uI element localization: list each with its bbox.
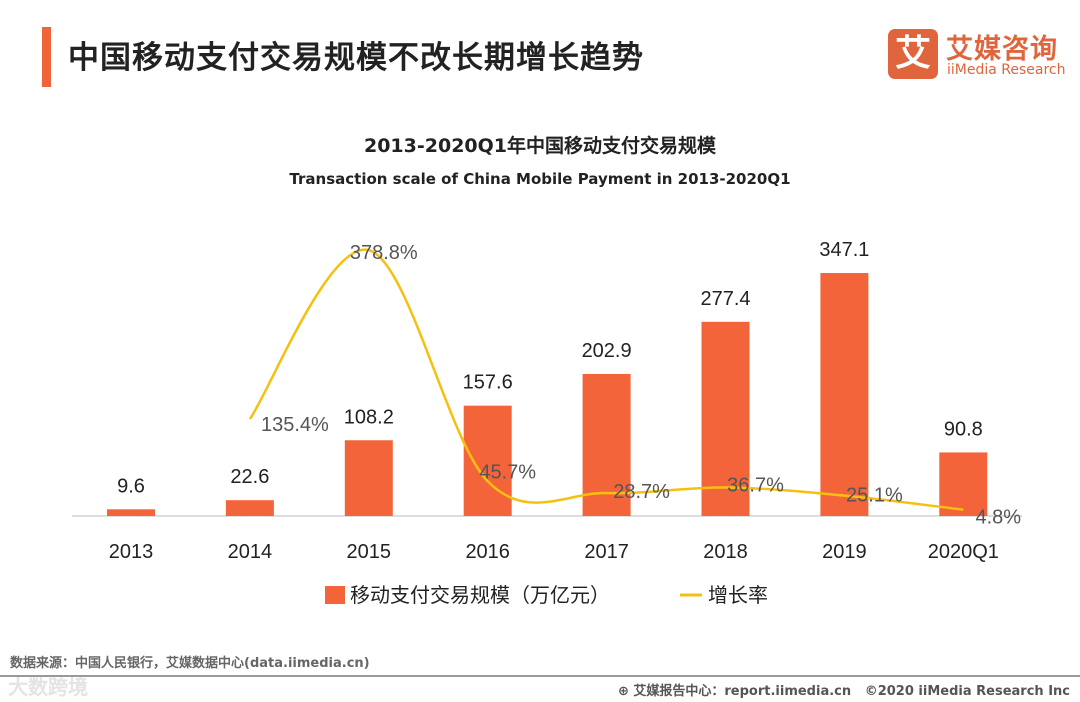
- bar-value-label: 277.4: [700, 288, 750, 310]
- bar-value-label: 22.6: [230, 466, 269, 488]
- data-source: 数据来源：中国人民银行，艾媒数据中心(data.iimedia.cn): [10, 656, 370, 671]
- bar: [344, 440, 393, 516]
- bar-value-label: 9.6: [117, 475, 145, 497]
- legend-bar-swatch: [325, 586, 345, 604]
- growth-rate-label: 36.7%: [727, 475, 784, 497]
- legend-bar-label: 移动支付交易规模（万亿元）: [350, 583, 610, 607]
- chart-subtitle: Transaction scale of China Mobile Paymen…: [289, 170, 791, 188]
- x-tick-label: 2020Q1: [928, 541, 999, 563]
- growth-rate-label: 28.7%: [613, 481, 670, 503]
- growth-rate-label: 25.1%: [846, 485, 903, 507]
- iimedia-logo: 艾 艾媒咨询 iiMedia Research: [888, 29, 1073, 81]
- bar: [463, 405, 512, 516]
- x-tick-label: 2014: [228, 541, 273, 563]
- x-tick-label: 2018: [703, 541, 748, 563]
- growth-rate-label: 45.7%: [479, 461, 536, 483]
- footer: ⊕ 艾媒报告中心：report.iimedia.cn ©2020 iiMedia…: [618, 680, 1070, 699]
- growth-rate-label: 378.8%: [350, 242, 418, 264]
- logo-mark: 艾: [888, 29, 938, 79]
- x-tick-label: 2016: [465, 541, 510, 563]
- bar: [939, 452, 988, 516]
- bar: [820, 273, 869, 516]
- watermark: 大数跨境: [8, 675, 88, 699]
- bar-value-label: 108.2: [344, 406, 394, 428]
- footer-divider: [0, 675, 1080, 677]
- growth-rate-label: 135.4%: [261, 414, 329, 436]
- chart-title: 2013-2020Q1年中国移动支付交易规模: [363, 135, 717, 157]
- x-tick-label: 2019: [822, 541, 867, 563]
- logo-name-cn: 艾媒咨询: [946, 34, 1058, 65]
- page-title: 中国移动支付交易规模不改长期增长趋势: [68, 40, 644, 76]
- chart: 9.6 2013 22.6 2014 108.2 2015 157.6 2016 202.9 20…: [72, 239, 1022, 607]
- growth-rate-label: 4.8%: [976, 507, 1022, 529]
- bar-value-label: 202.9: [582, 340, 632, 362]
- x-tick-label: 2013: [109, 541, 154, 563]
- bar: [225, 500, 274, 516]
- bar-value-label: 347.1: [819, 239, 869, 261]
- bar: [107, 509, 155, 516]
- x-tick-label: 2015: [347, 541, 392, 563]
- legend-line-label: 增长率: [708, 583, 768, 607]
- globe-icon: ⊕: [617, 684, 634, 699]
- report-link[interactable]: 艾媒报告中心：report.iimedia.cn: [633, 684, 852, 699]
- bar-value-label: 90.8: [944, 418, 983, 440]
- bar: [701, 321, 750, 516]
- growth-rate-line: [248, 248, 964, 511]
- x-tick-label: 2017: [584, 541, 629, 563]
- logo-name-en: iiMedia Research: [947, 62, 1066, 78]
- title-accent-bar: [42, 27, 51, 87]
- bar-value-label: 157.6: [463, 372, 513, 394]
- copyright: ©2020 iiMedia Research Inc: [864, 684, 1070, 699]
